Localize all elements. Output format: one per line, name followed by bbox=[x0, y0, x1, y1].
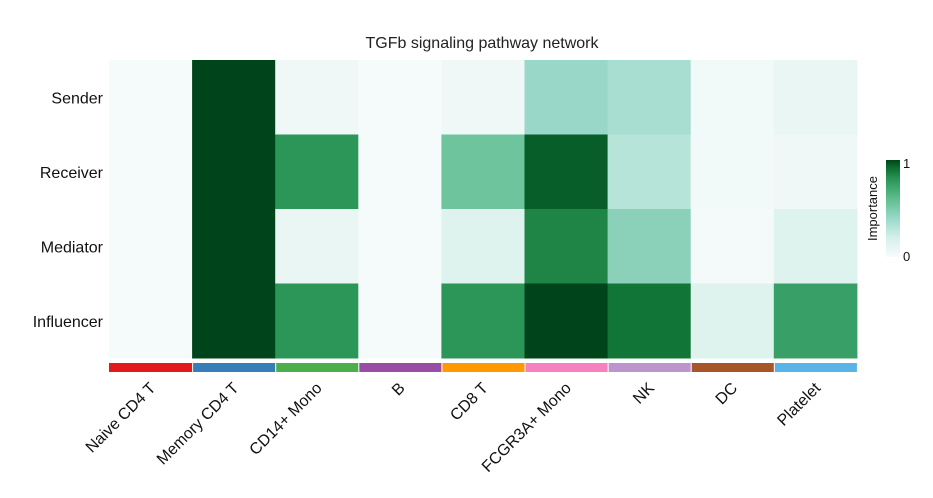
cell-influencer-platelet bbox=[773, 283, 858, 359]
cell-influencer-cd8-t bbox=[441, 283, 525, 359]
group-color-memory-cd4-t bbox=[193, 363, 276, 372]
group-color-platelet bbox=[774, 363, 857, 372]
row-label-receiver: Receiver bbox=[40, 165, 104, 182]
cell-receiver-naive-cd4-t bbox=[109, 134, 193, 210]
group-color-naive-cd4-t bbox=[109, 363, 193, 372]
column-label-cd8-t: CD8 T bbox=[447, 380, 492, 425]
cell-sender-memory-cd4-t bbox=[192, 60, 276, 135]
cell-sender-dc bbox=[690, 60, 775, 135]
colorbar-tick-max: 1 bbox=[903, 156, 910, 171]
cell-influencer-b bbox=[358, 283, 442, 359]
cell-receiver-nk bbox=[607, 134, 692, 210]
colorbar-label: Importance bbox=[865, 176, 880, 241]
column-label-fcgr3a-mono: FCGR3A+ Mono bbox=[479, 380, 575, 476]
cell-mediator-cd14-mono bbox=[275, 209, 359, 284]
cell-mediator-b bbox=[358, 209, 442, 284]
cell-receiver-cd14-mono bbox=[275, 134, 359, 210]
column-label-cd14-mono: CD14+ Mono bbox=[247, 380, 326, 459]
cell-influencer-fcgr3a-mono bbox=[524, 283, 609, 359]
importance-colorbar: 1 0 Importance bbox=[865, 156, 910, 264]
cell-receiver-memory-cd4-t bbox=[192, 134, 276, 210]
column-label-b: B bbox=[389, 380, 409, 400]
cell-sender-nk bbox=[607, 60, 692, 135]
chart-title: TGFb signaling pathway network bbox=[366, 35, 600, 52]
cell-mediator-nk bbox=[607, 209, 692, 284]
column-label-platelet: Platelet bbox=[774, 379, 824, 429]
cell-mediator-memory-cd4-t bbox=[192, 209, 276, 284]
cell-mediator-dc bbox=[690, 209, 775, 284]
cell-receiver-cd8-t bbox=[441, 134, 525, 210]
group-color-cd14-mono bbox=[276, 363, 359, 372]
cell-sender-cd8-t bbox=[441, 60, 525, 135]
cell-mediator-cd8-t bbox=[441, 209, 525, 284]
column-label-nk: NK bbox=[630, 380, 658, 408]
cell-influencer-nk bbox=[607, 283, 692, 359]
group-color-strip bbox=[109, 363, 857, 372]
column-label-naive-cd4-t: Naive CD4 T bbox=[83, 380, 160, 457]
row-label-influencer: Influencer bbox=[33, 314, 104, 331]
cell-influencer-dc bbox=[690, 283, 775, 359]
column-label-dc: DC bbox=[713, 380, 741, 408]
group-color-fcgr3a-mono bbox=[525, 363, 608, 372]
cell-sender-platelet bbox=[773, 60, 858, 135]
cell-receiver-platelet bbox=[773, 134, 858, 210]
row-labels: Sender Receiver Mediator Influencer bbox=[33, 90, 104, 331]
row-label-mediator: Mediator bbox=[41, 239, 104, 256]
row-label-sender: Sender bbox=[51, 90, 103, 107]
group-color-cd8-t bbox=[442, 363, 525, 372]
cell-influencer-cd14-mono bbox=[275, 283, 359, 359]
cell-sender-b bbox=[358, 60, 442, 135]
group-color-dc bbox=[691, 363, 774, 372]
colorbar-gradient bbox=[886, 160, 900, 257]
cell-sender-naive-cd4-t bbox=[109, 60, 193, 135]
cell-mediator-naive-cd4-t bbox=[109, 209, 193, 284]
cell-receiver-fcgr3a-mono bbox=[524, 134, 609, 210]
group-color-b bbox=[359, 363, 442, 372]
cell-mediator-platelet bbox=[773, 209, 858, 284]
column-label-memory-cd4-t: Memory CD4 T bbox=[154, 380, 243, 469]
cell-mediator-fcgr3a-mono bbox=[524, 209, 609, 284]
cell-sender-fcgr3a-mono bbox=[524, 60, 609, 135]
cell-influencer-naive-cd4-t bbox=[109, 283, 193, 359]
cell-receiver-dc bbox=[690, 134, 775, 210]
heatmap-cells bbox=[109, 60, 858, 359]
cell-sender-cd14-mono bbox=[275, 60, 359, 135]
cell-receiver-b bbox=[358, 134, 442, 210]
cell-influencer-memory-cd4-t bbox=[192, 283, 276, 359]
colorbar-tick-min: 0 bbox=[903, 249, 910, 264]
group-color-nk bbox=[608, 363, 691, 372]
